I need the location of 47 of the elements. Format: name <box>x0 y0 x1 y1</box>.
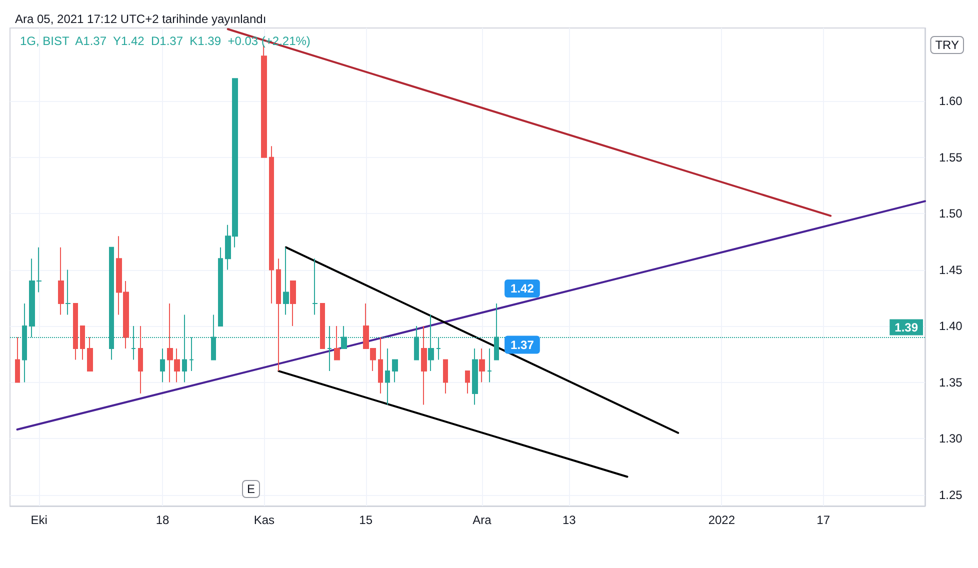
y-tick-label: 1.35 <box>939 375 963 390</box>
candlestick <box>80 326 85 360</box>
candlestick <box>334 326 340 360</box>
candlestick <box>312 258 318 316</box>
annotation: E <box>247 482 256 496</box>
candlestick <box>385 348 390 406</box>
x-tick-label: 13 <box>562 513 576 527</box>
candlestick <box>378 336 383 394</box>
candlestick <box>138 326 143 394</box>
annotation: 1.37 <box>510 338 534 352</box>
y-tick-label: 1.55 <box>939 150 963 164</box>
candlestick <box>218 246 223 327</box>
candlestick <box>283 246 289 316</box>
x-tick-label: 17 <box>816 513 830 527</box>
x-tick-label: Ara <box>472 513 492 527</box>
candlestick <box>58 246 64 316</box>
candlestick <box>269 146 274 304</box>
candlestick <box>15 336 20 383</box>
y-tick-label: 1.30 <box>939 432 963 446</box>
ref-line-label: 1.39 <box>894 320 918 334</box>
x-tick-label: 15 <box>359 513 373 527</box>
y-tick-label: 1.60 <box>939 94 963 108</box>
y-tick-label: 1.40 <box>939 319 963 334</box>
candlestick <box>487 348 492 383</box>
candlestick <box>65 269 71 316</box>
x-tick-label: 2022 <box>708 513 736 527</box>
candlestick <box>479 348 485 383</box>
candlestick <box>472 348 478 406</box>
x-tick-label: 18 <box>156 513 170 527</box>
candlestick <box>290 280 296 327</box>
chart-title: Ara 05, 2021 17:12 UTC+2 tarihinde yayınlandı <box>15 12 266 26</box>
candlestick <box>392 359 398 383</box>
y-tick-label: 1.50 <box>939 206 963 221</box>
y-tick-label: 1.45 <box>939 262 963 277</box>
candlestick <box>465 370 470 394</box>
x-tick-label: Eki <box>30 513 48 527</box>
candlestick <box>160 348 165 383</box>
candlestick <box>421 326 427 406</box>
text: TRY <box>935 38 960 52</box>
candlestick <box>276 258 281 372</box>
y-tick-label: 1.25 <box>939 488 963 502</box>
candlestick <box>320 303 325 350</box>
annotation: 1.42 <box>510 282 534 296</box>
candlestick <box>87 336 93 372</box>
x-tick-label: Kas <box>254 513 275 527</box>
candlestick <box>73 303 78 360</box>
candlestick <box>443 359 448 394</box>
